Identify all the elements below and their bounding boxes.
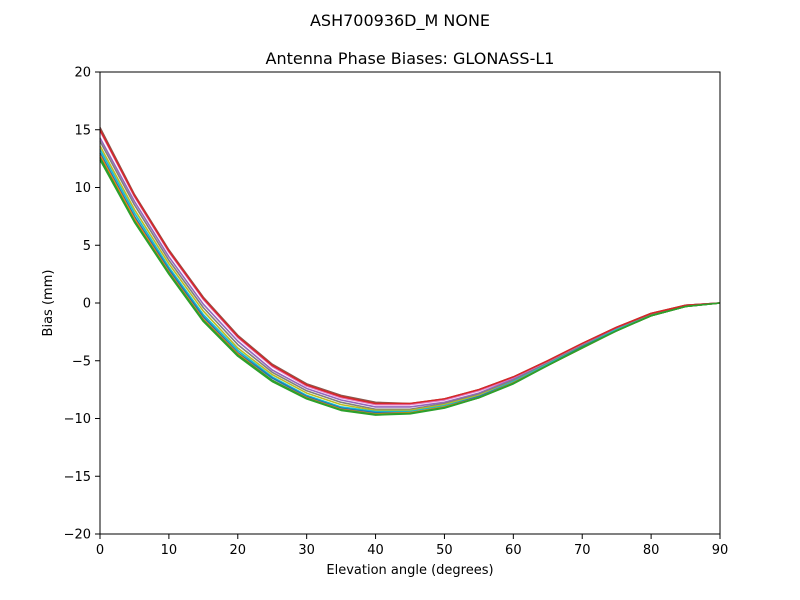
chart-title: Antenna Phase Biases: GLONASS-L1	[266, 49, 555, 68]
x-tick-label: 70	[574, 543, 591, 558]
x-tick-label: 0	[96, 543, 104, 558]
x-tick-label: 20	[230, 543, 247, 558]
y-axis: −20 −15 −10 −5 0 5 10 15 20	[64, 66, 100, 543]
y-tick-label: 0	[83, 297, 91, 312]
series-line-1	[99, 127, 721, 405]
series-line-2	[99, 130, 721, 406]
x-tick-label: 10	[161, 543, 178, 558]
series-line-5	[99, 145, 721, 412]
y-tick-label: 20	[74, 66, 91, 81]
y-tick-label: 15	[74, 123, 91, 138]
series-line-4	[99, 140, 721, 411]
x-tick-label: 60	[505, 543, 522, 558]
y-tick-label: 5	[83, 239, 91, 254]
series-line-10	[99, 129, 721, 405]
series-line-3	[99, 137, 721, 408]
x-axis: 0 10 20 30 40 50 60 70 80 90	[96, 534, 728, 558]
y-tick-label: −15	[64, 470, 91, 485]
y-tick-label: −5	[72, 354, 91, 369]
x-tick-label: 40	[367, 543, 384, 558]
x-tick-label: 90	[712, 543, 729, 558]
y-tick-label: 10	[74, 181, 91, 196]
series-line-6	[99, 149, 721, 413]
x-axis-label: Elevation angle (degrees)	[326, 563, 493, 578]
y-tick-label: −10	[64, 412, 91, 427]
x-tick-label: 30	[298, 543, 315, 558]
series-line-9	[99, 159, 721, 416]
series-line-11	[99, 157, 721, 416]
chart-suptitle: ASH700936D_M NONE	[310, 11, 490, 31]
y-tick-label: −20	[64, 528, 91, 543]
x-tick-label: 50	[436, 543, 453, 558]
series-lines	[99, 127, 721, 416]
y-axis-label: Bias (mm)	[41, 270, 56, 337]
x-tick-label: 80	[643, 543, 660, 558]
